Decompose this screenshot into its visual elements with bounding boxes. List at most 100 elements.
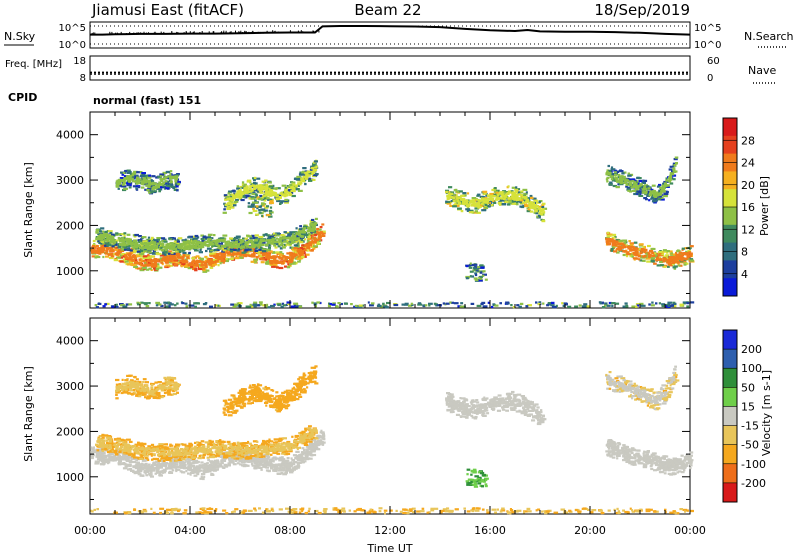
echo-cell	[469, 275, 472, 278]
echo-cell	[216, 462, 220, 465]
echo-cell	[678, 256, 682, 260]
echo-cell	[202, 270, 208, 273]
echo-cell	[168, 261, 171, 264]
echo-cell	[527, 208, 531, 211]
echo-cell	[615, 176, 619, 180]
echo-cell	[203, 475, 206, 478]
echo-cell	[125, 240, 129, 243]
echo-cell	[487, 301, 491, 304]
echo-cell	[213, 234, 216, 237]
echo-cell	[473, 277, 478, 280]
echo-cell	[268, 252, 272, 255]
echo-cell	[116, 233, 122, 236]
echo-cell	[252, 177, 256, 180]
echo-cell	[142, 257, 147, 260]
echo-cell	[214, 468, 218, 472]
echo-cell	[252, 207, 255, 210]
echo-cell	[606, 169, 610, 172]
echo-cell	[669, 182, 674, 185]
echo-cell	[152, 252, 156, 255]
echo-cell	[508, 191, 512, 194]
echo-cell	[243, 463, 247, 466]
echo-cell	[516, 203, 519, 206]
echo-cell	[171, 248, 175, 251]
echo-cell	[609, 239, 612, 242]
echo-cell	[518, 198, 522, 201]
echo-cell	[479, 199, 482, 202]
echo-cell	[484, 200, 488, 203]
echo-cell	[260, 256, 266, 259]
echo-cell	[673, 267, 677, 270]
nsky-right-tick-top: 10^5	[694, 23, 721, 34]
echo-cell	[306, 239, 310, 242]
echo-cell	[158, 188, 163, 191]
echo-cell	[262, 304, 267, 307]
echo-cell	[210, 254, 213, 257]
power-colorbar-label: Power [dB]	[758, 176, 771, 236]
echo-cell	[270, 304, 275, 308]
echo-cell	[274, 255, 278, 259]
echo-cell	[195, 460, 200, 464]
echo-cell	[539, 210, 543, 213]
echo-cell	[280, 200, 285, 203]
echo-cell	[473, 266, 477, 269]
echo-cell	[222, 234, 228, 237]
echo-cell	[291, 261, 297, 264]
echo-cell	[267, 306, 271, 309]
echo-cell	[617, 183, 621, 186]
echo-cell	[223, 202, 226, 205]
echo-cell	[242, 254, 246, 257]
echo-cell	[228, 190, 233, 193]
echo-cell	[488, 205, 491, 208]
echo-cell	[233, 195, 237, 199]
echo-cell	[678, 251, 683, 254]
echo-cell	[442, 302, 445, 305]
echo-cell	[218, 304, 221, 307]
echo-cell	[203, 269, 206, 272]
echo-cell	[230, 206, 235, 209]
echo-cell	[206, 239, 210, 243]
echo-cell	[162, 252, 166, 255]
echo-cell	[459, 305, 465, 308]
echo-cell	[199, 247, 203, 250]
echo-cell	[201, 260, 205, 264]
echo-cell	[272, 468, 275, 471]
echo-cell	[180, 265, 183, 268]
echo-cell	[473, 211, 478, 214]
echo-cell	[163, 183, 168, 186]
echo-cell	[142, 240, 147, 243]
echo-cell	[370, 302, 375, 305]
echo-cell	[206, 236, 211, 239]
echo-cell	[115, 232, 119, 235]
station-title: Jiamusi East (fitACF)	[91, 1, 244, 19]
echo-cell	[266, 456, 271, 459]
echo-cell	[259, 238, 263, 241]
echo-cell	[284, 260, 289, 263]
echo-cell	[211, 263, 216, 266]
echo-cell	[267, 256, 271, 259]
echo-cell	[638, 254, 642, 257]
echo-cell	[104, 303, 108, 306]
echo-cell	[482, 190, 488, 193]
echo-cell	[149, 258, 152, 261]
echo-cell	[158, 190, 161, 193]
echo-cell	[319, 431, 325, 434]
echo-cell	[428, 302, 433, 305]
echo-cell	[275, 194, 279, 198]
echo-cell	[274, 265, 278, 268]
echo-cell	[161, 183, 165, 186]
echo-cell	[296, 232, 300, 235]
echo-cell	[291, 233, 294, 236]
echo-cell	[111, 236, 115, 240]
y-tick-label: 3000	[56, 174, 84, 187]
echo-cell	[187, 472, 190, 475]
echo-cell	[288, 191, 292, 195]
echo-cell	[229, 237, 234, 240]
echo-cell	[122, 171, 126, 175]
echo-cell	[95, 231, 99, 234]
echo-cell	[314, 239, 318, 242]
echo-cell	[495, 191, 500, 194]
echo-cell	[479, 266, 484, 269]
echo-cell	[183, 471, 186, 474]
echo-cell	[147, 463, 151, 466]
